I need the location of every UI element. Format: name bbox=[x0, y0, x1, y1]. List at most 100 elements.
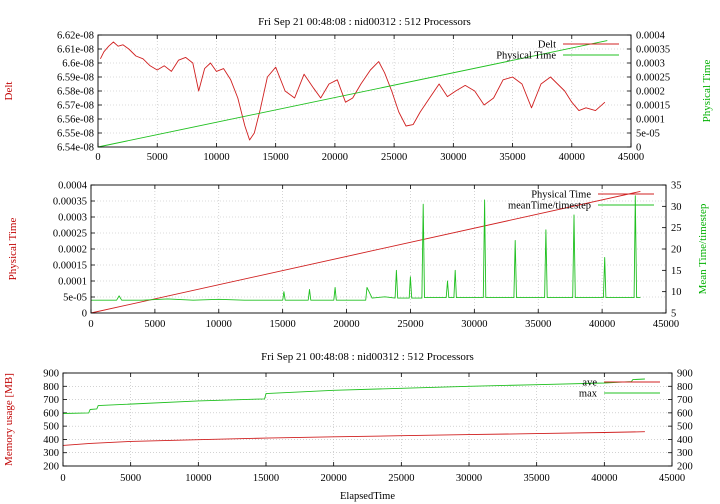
series-line-1 bbox=[97, 40, 608, 148]
y-axis-label: Memory usage [MB] bbox=[3, 373, 15, 466]
x-tick-label: 40000 bbox=[589, 319, 615, 330]
x-tick-label: 25000 bbox=[397, 319, 423, 330]
x-tick-label: 5000 bbox=[120, 473, 141, 484]
y2-tick-label: 30 bbox=[671, 202, 682, 213]
x-tick-label: 20000 bbox=[321, 473, 347, 484]
x-axis-label: ElapsedTime bbox=[340, 491, 395, 502]
x-tick-label: 0 bbox=[88, 319, 93, 330]
x-tick-label: 45000 bbox=[659, 473, 685, 484]
y2-tick-label: 0.00025 bbox=[636, 73, 670, 84]
y-tick-label: 0 bbox=[82, 309, 87, 320]
chart-panel-physical-time: 0 5000 10000 15000 20000 25000 30000 35000 40000… bbox=[7, 181, 709, 331]
chart-title: Fri Sep 21 00:48:08 : nid00312 : 512 Pro… bbox=[261, 351, 474, 363]
x-tick-label: 40000 bbox=[591, 473, 617, 484]
x-tick-label: 45000 bbox=[653, 319, 679, 330]
y-tick-label: 6.62e-08 bbox=[57, 31, 94, 42]
y-tick-label: 300 bbox=[43, 448, 59, 459]
y2-tick-label: 0 bbox=[636, 143, 641, 154]
y2-tick-label: 0.0002 bbox=[636, 87, 665, 98]
y2-tick-label: 0.0003 bbox=[636, 59, 665, 70]
y2-tick-label: 200 bbox=[677, 462, 693, 473]
x-tick-label: 0 bbox=[60, 473, 65, 484]
y-tick-label: 0.0002 bbox=[58, 245, 87, 256]
legend-label: Physical Time bbox=[531, 190, 591, 201]
x-tick-label: 5000 bbox=[147, 152, 168, 163]
chart-panel-delt: 0 5000 10000 15000 20000 25000 30000 35000 40000… bbox=[3, 16, 713, 163]
x-tick-label: 25000 bbox=[381, 152, 407, 163]
x-tick-label: 40000 bbox=[559, 152, 585, 163]
y-tick-label: 6.61e-08 bbox=[57, 45, 94, 56]
plot-frame bbox=[62, 372, 673, 467]
y-tick-label: 600 bbox=[43, 408, 59, 419]
x-tick-label: 35000 bbox=[524, 473, 550, 484]
x-tick-label: 10000 bbox=[206, 319, 232, 330]
y-tick-label: 0.0003 bbox=[58, 213, 87, 224]
y2-tick-label: 35 bbox=[671, 181, 682, 192]
y2-tick-label: 15 bbox=[671, 266, 682, 277]
x-tick-label: 35000 bbox=[525, 319, 551, 330]
y2-tick-label: 20 bbox=[671, 245, 682, 256]
y-tick-label: 200 bbox=[43, 462, 59, 473]
y2-tick-label: 700 bbox=[677, 395, 693, 406]
y-tick-label: 0.00025 bbox=[53, 229, 87, 240]
legend-label: ave bbox=[582, 378, 597, 389]
y2-tick-label: 300 bbox=[677, 448, 693, 459]
x-tick-label: 15000 bbox=[270, 319, 296, 330]
y-tick-label: 0.0001 bbox=[58, 277, 87, 288]
y2-tick-label: 500 bbox=[677, 422, 693, 433]
y-tick-label: 6.56e-08 bbox=[57, 115, 94, 126]
y2-tick-label: 0.0001 bbox=[636, 115, 665, 126]
x-tick-label: 25000 bbox=[388, 473, 414, 484]
y-tick-label: 6.59e-08 bbox=[57, 73, 94, 84]
legend-label: Physical Time bbox=[496, 51, 556, 62]
y-tick-label: 800 bbox=[43, 382, 59, 393]
y2-tick-label: 0.00035 bbox=[636, 45, 670, 56]
y-tick-label: 6.6e-08 bbox=[62, 59, 94, 70]
y2-tick-label: 800 bbox=[677, 382, 693, 393]
series-line-1 bbox=[62, 378, 645, 414]
series-line-0 bbox=[99, 41, 606, 141]
x-tick-label: 10000 bbox=[185, 473, 211, 484]
y-tick-label: 500 bbox=[43, 422, 59, 433]
legend-label: Delt bbox=[538, 40, 556, 51]
y2-tick-label: 400 bbox=[677, 435, 693, 446]
x-tick-label: 15000 bbox=[253, 473, 279, 484]
y-tick-label: 900 bbox=[43, 369, 59, 380]
series-line-0 bbox=[90, 190, 641, 314]
y2-tick-label: 5 bbox=[671, 309, 676, 320]
y-tick-label: 700 bbox=[43, 395, 59, 406]
plot-frame bbox=[97, 34, 632, 148]
y2-tick-label: 25 bbox=[671, 223, 682, 234]
y2-tick-label: 600 bbox=[677, 408, 693, 419]
legend-label: meanTime/timestep bbox=[508, 201, 591, 212]
chart-title: Fri Sep 21 00:48:08 : nid00312 : 512 Pro… bbox=[258, 16, 471, 28]
y-tick-label: 6.58e-08 bbox=[57, 87, 94, 98]
y2-tick-label: 10 bbox=[671, 287, 682, 298]
y-tick-label: 400 bbox=[43, 435, 59, 446]
y-tick-label: 5e-05 bbox=[63, 293, 87, 304]
y2-axis-label: Mean Time/timestep bbox=[697, 203, 709, 294]
y2-tick-label: 0.00015 bbox=[636, 101, 670, 112]
series-line-1 bbox=[91, 195, 641, 301]
y2-tick-label: 900 bbox=[677, 369, 693, 380]
x-tick-label: 15000 bbox=[263, 152, 289, 163]
y-tick-label: 0.00015 bbox=[53, 261, 87, 272]
legend-label: max bbox=[579, 389, 598, 400]
y2-axis-label: Physical Time bbox=[701, 60, 713, 123]
y-tick-label: 6.54e-08 bbox=[57, 143, 94, 154]
y-tick-label: 0.0004 bbox=[58, 181, 88, 192]
x-tick-label: 0 bbox=[95, 152, 100, 163]
chart-panel-memory-usage: 0 5000 10000 15000 20000 25000 30000 35000 40000… bbox=[3, 351, 693, 502]
x-tick-label: 30000 bbox=[456, 473, 482, 484]
x-tick-label: 20000 bbox=[322, 152, 348, 163]
y2-tick-label: 0.0004 bbox=[636, 31, 666, 42]
x-tick-label: 30000 bbox=[440, 152, 466, 163]
y-tick-label: 0.00035 bbox=[53, 197, 87, 208]
x-tick-label: 5000 bbox=[144, 319, 165, 330]
x-tick-label: 30000 bbox=[461, 319, 487, 330]
plot-frame bbox=[90, 184, 667, 314]
y2-tick-label: 5e-05 bbox=[636, 129, 660, 140]
x-tick-label: 20000 bbox=[333, 319, 359, 330]
y-tick-label: 6.57e-08 bbox=[57, 101, 94, 112]
